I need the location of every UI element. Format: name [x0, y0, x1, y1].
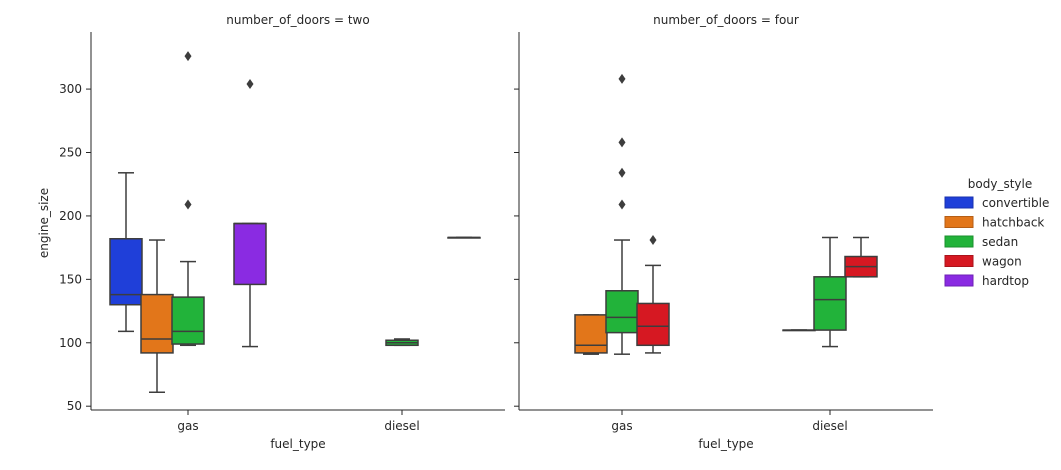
- box-body: [605, 290, 639, 334]
- box-body: [140, 293, 174, 354]
- y-tick-label: 250: [59, 146, 82, 160]
- x-tick-label: gas: [611, 419, 632, 433]
- outlier-point: [649, 235, 657, 246]
- facet-four-doors: number_of_doors = four gas diesel fuel_ty…: [514, 13, 933, 451]
- facet-title: number_of_doors = four: [653, 13, 799, 27]
- box-sedan-gas: [171, 51, 205, 347]
- box-convertible-gas: [109, 172, 143, 333]
- box-hardtop-diesel: [447, 236, 481, 239]
- box-body: [574, 314, 608, 354]
- box-body: [636, 302, 670, 347]
- box-body: [109, 238, 143, 306]
- legend-item-hardtop: hardtop: [944, 274, 1029, 288]
- outlier-point: [618, 73, 626, 84]
- legend-swatch: [944, 216, 974, 228]
- legend: body_style convertible hatchback sedan wago…: [944, 177, 1049, 288]
- box-hatchback-gas: [140, 239, 174, 393]
- legend-item-convertible: convertible: [944, 196, 1049, 210]
- box-body: [233, 222, 267, 286]
- legend-title: body_style: [968, 177, 1032, 191]
- box-body: [171, 296, 205, 345]
- outlier-point: [246, 79, 254, 90]
- legend-label: hatchback: [982, 216, 1044, 230]
- y-tick-label: 150: [59, 272, 82, 286]
- box-body: [813, 276, 847, 331]
- box-sedan-gas: [605, 73, 639, 355]
- legend-swatch: [944, 255, 974, 267]
- outlier-point: [618, 199, 626, 210]
- facet-axes: 50 100 150 200 250 300 gas diesel: [59, 32, 505, 433]
- facet-title: number_of_doors = two: [226, 13, 369, 27]
- legend-swatch: [944, 235, 974, 248]
- x-tick-label: gas: [177, 419, 198, 433]
- legend-swatch: [944, 274, 974, 287]
- facet-two-doors: number_of_doors = two 50 100 150 200 250 300 g…: [37, 13, 505, 451]
- box-sedan-diesel: [385, 338, 419, 347]
- box-sedan-diesel: [813, 236, 847, 348]
- facet-boxes: [574, 73, 878, 355]
- legend-label: convertible: [982, 196, 1049, 210]
- x-tick-label: diesel: [384, 419, 419, 433]
- legend-label: hardtop: [982, 274, 1029, 288]
- x-axis-label: fuel_type: [698, 437, 753, 451]
- y-tick-label: 300: [59, 82, 82, 96]
- legend-item-sedan: sedan: [944, 235, 1018, 249]
- legend-label: wagon: [982, 255, 1022, 269]
- legend-item-hatchback: hatchback: [944, 216, 1044, 230]
- box-hardtop-gas: [233, 79, 267, 348]
- facet-axes: gas diesel: [514, 32, 933, 433]
- box-hatchback-diesel: [782, 329, 816, 332]
- x-tick-label: diesel: [812, 419, 847, 433]
- facet-boxes: [109, 51, 481, 393]
- box-wagon-gas: [636, 235, 670, 354]
- y-tick-label: 100: [59, 336, 82, 350]
- legend-swatch: [944, 196, 974, 209]
- legend-item-wagon: wagon: [944, 255, 1022, 269]
- box-hatchback-gas: [574, 314, 608, 355]
- y-tick-label: 50: [67, 399, 82, 413]
- outlier-point: [184, 51, 192, 62]
- outlier-point: [184, 199, 192, 210]
- outlier-point: [618, 137, 626, 148]
- y-tick-label: 200: [59, 209, 82, 223]
- outlier-point: [618, 167, 626, 178]
- legend-label: sedan: [982, 235, 1018, 249]
- y-axis-label: engine_size: [37, 188, 51, 258]
- box-wagon-diesel: [844, 236, 878, 278]
- x-axis-label: fuel_type: [270, 437, 325, 451]
